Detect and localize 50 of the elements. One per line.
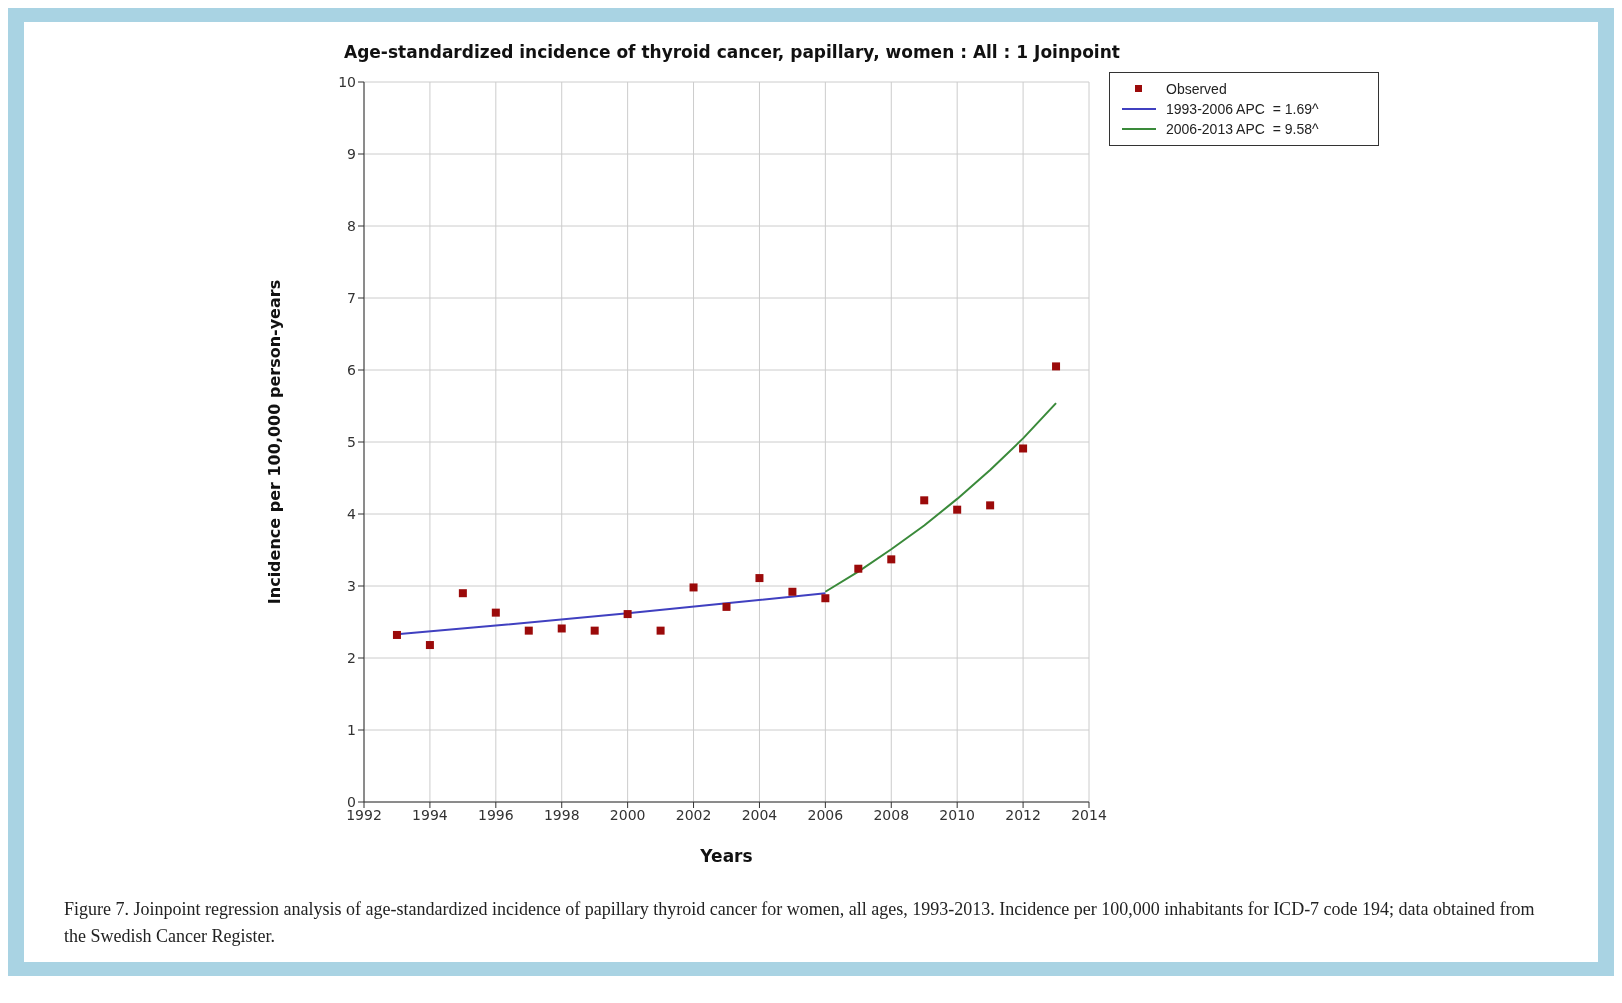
legend-label: Observed — [1166, 81, 1227, 97]
y-tick-label: 7 — [347, 289, 356, 306]
x-axis-title: Years — [699, 846, 753, 866]
y-tick-label: 5 — [347, 433, 356, 450]
point — [986, 501, 995, 510]
point — [953, 505, 962, 514]
point — [920, 496, 929, 505]
point — [623, 610, 632, 619]
x-tick-label: 2012 — [1005, 806, 1041, 823]
x-tick-label: 2006 — [807, 806, 844, 823]
y-tick-label: 3 — [347, 577, 356, 594]
x-tick-label: 2008 — [873, 806, 910, 823]
x-tick-label: 2000 — [609, 806, 646, 823]
point — [887, 555, 896, 564]
point — [392, 630, 401, 639]
y-tick-label: 1 — [347, 721, 356, 738]
y-tick-label: 4 — [347, 505, 357, 522]
x-tick-label: 2004 — [741, 806, 778, 823]
chart-title: Age-standardized incidence of thyroid cancer, papillary, women : All : 1 Joinpoint — [344, 42, 1121, 62]
x-tick-label: 2002 — [675, 806, 712, 823]
point — [1019, 444, 1028, 453]
x-tick-label: 1994 — [412, 806, 448, 823]
point — [458, 589, 467, 598]
point — [1052, 362, 1061, 371]
point — [689, 583, 698, 592]
legend-label: 1993-2006 APC = 1.69^ — [1166, 101, 1319, 117]
point — [524, 626, 533, 635]
y-tick-label: 6 — [347, 361, 357, 378]
x-tick-label: 1996 — [478, 806, 514, 823]
point — [425, 641, 434, 650]
y-axis-title: Incidence per 100,000 person-years — [264, 279, 284, 605]
point — [755, 574, 764, 583]
point — [788, 587, 797, 596]
x-tick-label: 2010 — [939, 806, 975, 823]
x-tick-label: 1998 — [543, 806, 580, 823]
y-tick-label: 2 — [347, 649, 356, 666]
point — [854, 564, 863, 573]
y-tick-label: 8 — [347, 217, 356, 234]
y-tick-label: 9 — [347, 145, 356, 162]
legend-label: 2006-2013 APC = 9.58^ — [1166, 121, 1319, 137]
point — [656, 626, 665, 635]
y-tick-label: 10 — [338, 73, 356, 90]
point — [722, 602, 731, 611]
point — [590, 626, 599, 635]
point — [491, 608, 500, 617]
caption: Figure 7. Joinpoint regression analysis of age-standardized incidence of papillary thyroid cancer for women, all ages, 1993-2013. Incidence per 100,000 inhabitants for ICD-7 code 194; data obtained from the Swedish Cancer Register. — [64, 898, 1536, 948]
x-tick-label: 2014 — [1071, 806, 1107, 823]
line-series — [824, 402, 1058, 593]
point — [557, 624, 566, 633]
point — [821, 594, 830, 603]
